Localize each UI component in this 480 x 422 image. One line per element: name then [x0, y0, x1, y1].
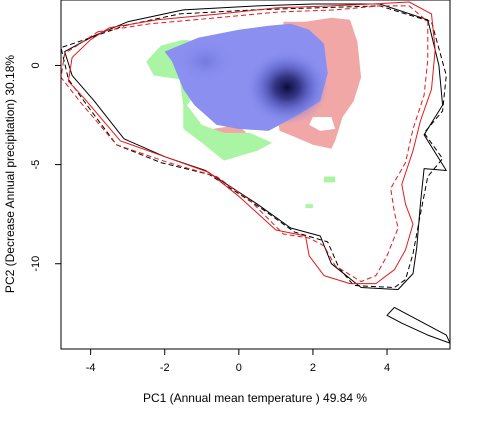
environment-contours: [61, 1, 450, 344]
density-peak: [244, 49, 329, 126]
y-tick-label: -5: [30, 160, 42, 170]
y-axis: 0 -5 -10: [30, 62, 61, 272]
x-tick-label: 0: [236, 362, 242, 374]
density-regions: [146, 17, 362, 209]
density-peaks: [175, 39, 329, 126]
contour-line-1: [61, 5, 447, 288]
density-region-3: [324, 176, 336, 183]
x-axis-title: PC1 (Annual mean temperature ) 49.84 %: [143, 391, 367, 405]
contour-line-2: [386, 306, 450, 344]
contour-line-4: [61, 5, 429, 283]
y-axis-title: PC2 (Decrease Annual precipitation) 30.1…: [3, 55, 17, 293]
plot-frame: [60, 0, 451, 350]
density-region-4: [305, 204, 313, 209]
x-tick-label: 4: [384, 362, 390, 374]
y-tick-label: -10: [30, 256, 42, 272]
x-tick-label: -2: [160, 362, 170, 374]
x-tick-label: -4: [86, 362, 96, 374]
contour-line-3: [67, 1, 436, 285]
x-tick-label: 2: [310, 362, 316, 374]
contour-line-0: [64, 3, 447, 290]
density-region-6: [309, 117, 336, 131]
y-tick-label: 0: [30, 62, 42, 68]
x-axis: -4 -2 0 2 4: [86, 349, 390, 374]
density-secondary-peak: [175, 39, 236, 84]
